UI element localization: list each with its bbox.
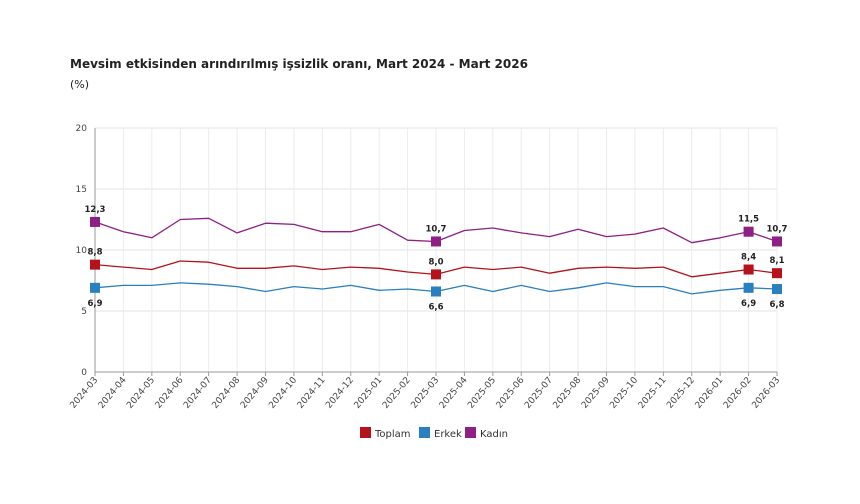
x-tick-label: 2024-03 [68,376,100,411]
y-tick-label: 20 [76,124,88,134]
x-tick-label: 2025-10 [608,375,640,410]
y-tick-label: 0 [81,368,87,378]
data-label-toplam: 8,1 [769,256,784,266]
data-label-kadın: 10,7 [426,224,447,234]
x-tick-label: 2024-09 [239,375,271,410]
marker-kadın-2026-03 [772,236,782,247]
x-tick-label: 2024-06 [154,375,186,410]
x-tick-label: 2025-04 [438,375,470,410]
x-tick-label: 2024-07 [182,376,214,411]
x-tick-label: 2026-03 [750,376,782,411]
marker-erkek-2024-03 [90,282,100,293]
x-tick-label: 2024-04 [97,375,129,410]
data-label-toplam: 8,0 [428,257,443,267]
x-tick-label: 2025-02 [381,376,413,411]
legend-swatch-kadın [465,427,476,438]
y-axis-unit: (%) [70,78,90,91]
legend-label-toplam: Toplam [374,429,411,440]
data-label-erkek: 6,6 [428,302,443,312]
legend-swatch-toplam [360,427,371,438]
data-label-kadın: 10,7 [767,224,788,234]
y-tick-label: 5 [81,307,87,317]
marker-kadın-2025-03 [431,236,441,247]
x-tick-label: 2024-05 [125,376,157,411]
data-label-kadın: 11,5 [738,215,759,225]
x-tick-label: 2025-09 [580,375,612,410]
data-label-erkek: 6,9 [741,299,756,309]
x-tick-label: 2025-03 [409,376,441,411]
x-tick-label: 2026-02 [722,376,754,411]
x-tick-label: 2024-11 [296,376,328,411]
data-label-erkek: 6,9 [87,299,102,309]
x-tick-label: 2025-07 [523,376,555,411]
legend-swatch-erkek [419,427,430,438]
x-tick-label: 2025-11 [637,376,669,411]
marker-erkek-2026-02 [743,282,754,293]
x-tick-label: 2024-12 [324,376,356,411]
x-tick-label: 2025-05 [466,376,498,411]
x-tick-label: 2024-10 [267,375,299,410]
marker-toplam-2026-02 [743,264,754,275]
legend-label-erkek: Erkek [434,429,462,440]
data-label-toplam: 8,8 [87,248,102,258]
x-tick-label: 2025-08 [552,375,584,410]
y-tick-label: 10 [76,246,88,256]
data-label-toplam: 8,4 [741,253,756,263]
x-tick-label: 2026-01 [694,376,726,411]
x-tick-label: 2025-12 [665,376,697,411]
marker-toplam-2025-03 [431,269,441,280]
y-tick-label: 15 [76,185,87,195]
x-tick-label: 2025-01 [353,376,385,411]
marker-kadın-2026-02 [743,226,754,237]
chart-title: Mevsim etkisinden arındırılmış işsizlik … [70,57,528,71]
marker-toplam-2026-03 [772,268,782,279]
x-tick-label: 2024-08 [211,375,243,410]
legend-label-kadın: Kadın [480,429,508,440]
marker-erkek-2025-03 [431,286,441,297]
marker-kadın-2024-03 [90,216,100,227]
x-tick-label: 2025-06 [495,375,527,410]
marker-erkek-2026-03 [772,284,782,295]
data-label-kadın: 12,3 [85,205,106,215]
marker-toplam-2024-03 [90,259,100,270]
data-label-erkek: 6,8 [769,300,784,310]
